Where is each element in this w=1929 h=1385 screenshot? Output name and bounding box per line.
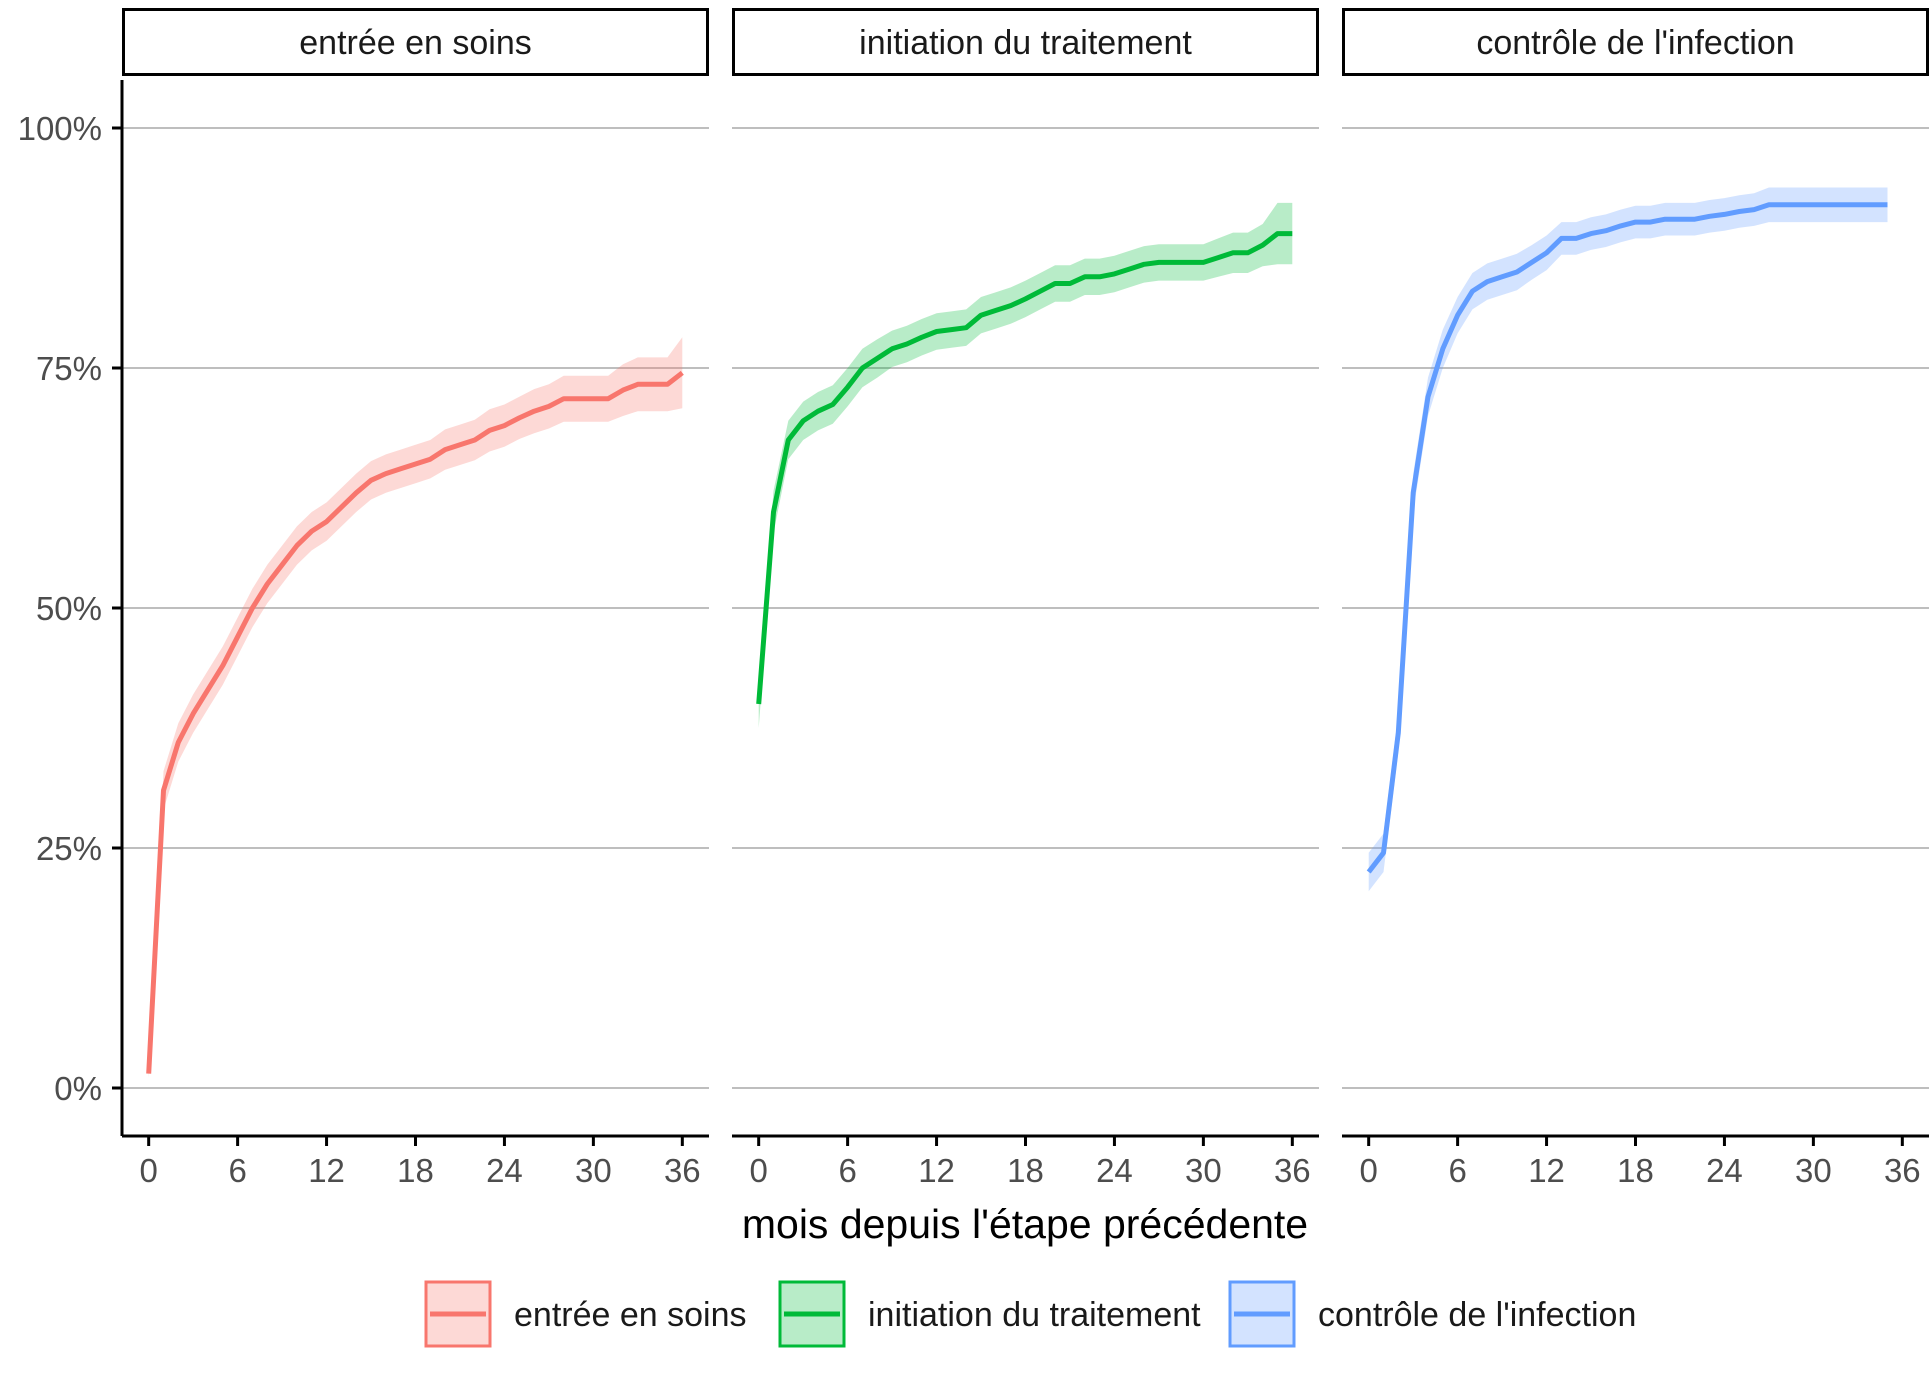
- y-tick-label: 50%: [36, 590, 102, 627]
- x-tick-label: 6: [1448, 1152, 1466, 1189]
- y-axis: 0% 25% 50% 75% 100%: [18, 80, 124, 1136]
- x-tick-label: 36: [1274, 1152, 1311, 1189]
- strip-label: contrôle de l'infection: [1476, 24, 1794, 62]
- legend: entrée en soins initiation du traitement c…: [424, 1280, 1636, 1348]
- panel: contrôle de l'infection 0 6 12 18 24 30 36: [1342, 8, 1929, 1189]
- confidence-band: [148, 337, 683, 1079]
- legend-item: entrée en soins: [424, 1280, 747, 1348]
- x-axis-title: mois depuis l'étape précédente: [742, 1201, 1308, 1247]
- legend-label: entrée en soins: [514, 1296, 747, 1334]
- x-tick-label: 0: [140, 1152, 158, 1189]
- legend-label: initiation du traitement: [868, 1296, 1201, 1334]
- x-tick-label: 6: [228, 1152, 246, 1189]
- panel: entrée en soins 0 6 12 18 24 30 36: [122, 8, 709, 1189]
- x-tick-label: 0: [750, 1152, 768, 1189]
- y-tick-label: 0%: [54, 1070, 102, 1107]
- x-tick-label: 30: [1185, 1152, 1222, 1189]
- x-tick-label: 12: [918, 1152, 955, 1189]
- y-tick-label: 25%: [36, 830, 102, 867]
- strip-box: [122, 8, 709, 76]
- strip-label: entrée en soins: [299, 24, 532, 62]
- x-tick-label: 24: [1706, 1152, 1743, 1189]
- strip-label: initiation du traitement: [859, 24, 1192, 62]
- panel: initiation du traitement 0 6 12 18 24 30 36: [732, 8, 1319, 1189]
- y-tick-label: 100%: [18, 110, 102, 147]
- x-tick-label: 36: [1884, 1152, 1921, 1189]
- legend-item: contrôle de l'infection: [1228, 1280, 1636, 1348]
- x-tick-label: 12: [308, 1152, 345, 1189]
- x-tick-label: 18: [1617, 1152, 1654, 1189]
- strip-box: [732, 8, 1319, 76]
- x-tick-label: 0: [1360, 1152, 1378, 1189]
- series-line: [1366, 202, 1888, 874]
- legend-label: contrôle de l'infection: [1318, 1296, 1636, 1334]
- x-tick-label: 24: [486, 1152, 523, 1189]
- x-tick-label: 18: [397, 1152, 434, 1189]
- y-tick-label: 75%: [36, 350, 102, 387]
- series-line: [146, 370, 684, 1074]
- x-tick-label: 30: [1795, 1152, 1832, 1189]
- x-tick-label: 18: [1007, 1152, 1044, 1189]
- strip-box: [1342, 8, 1929, 76]
- series-line: [756, 231, 1293, 705]
- x-tick-label: 12: [1528, 1152, 1565, 1189]
- confidence-band: [758, 202, 1293, 728]
- x-tick-label: 36: [664, 1152, 701, 1189]
- x-tick-label: 30: [575, 1152, 612, 1189]
- confidence-band: [1368, 187, 1888, 892]
- x-tick-label: 24: [1096, 1152, 1133, 1189]
- legend-item: initiation du traitement: [778, 1280, 1201, 1348]
- x-tick-label: 6: [838, 1152, 856, 1189]
